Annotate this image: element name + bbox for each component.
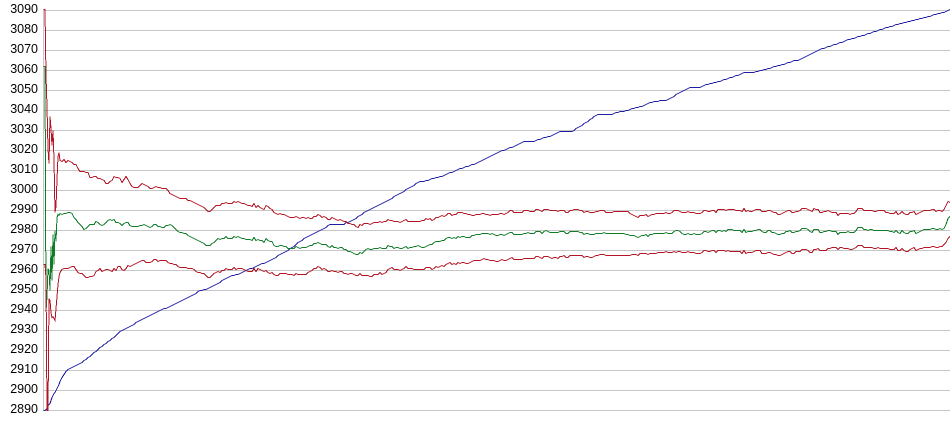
svg-text:2990: 2990 (10, 202, 38, 216)
svg-text:3060: 3060 (10, 62, 38, 76)
svg-text:3010: 3010 (10, 162, 38, 176)
svg-text:3020: 3020 (10, 142, 38, 156)
svg-text:2970: 2970 (10, 242, 38, 256)
svg-text:3080: 3080 (10, 22, 38, 36)
svg-text:2940: 2940 (10, 302, 38, 316)
svg-text:3030: 3030 (10, 122, 38, 136)
svg-text:3000: 3000 (10, 182, 38, 196)
svg-text:2950: 2950 (10, 282, 38, 296)
svg-text:3040: 3040 (10, 102, 38, 116)
svg-text:2980: 2980 (10, 222, 38, 236)
svg-text:3090: 3090 (10, 2, 38, 16)
svg-text:2910: 2910 (10, 362, 38, 376)
svg-text:2890: 2890 (10, 402, 38, 416)
svg-text:2920: 2920 (10, 342, 38, 356)
svg-text:3050: 3050 (10, 82, 38, 96)
svg-text:2930: 2930 (10, 322, 38, 336)
svg-text:3070: 3070 (10, 42, 38, 56)
svg-text:2900: 2900 (10, 382, 38, 396)
svg-text:2960: 2960 (10, 262, 38, 276)
